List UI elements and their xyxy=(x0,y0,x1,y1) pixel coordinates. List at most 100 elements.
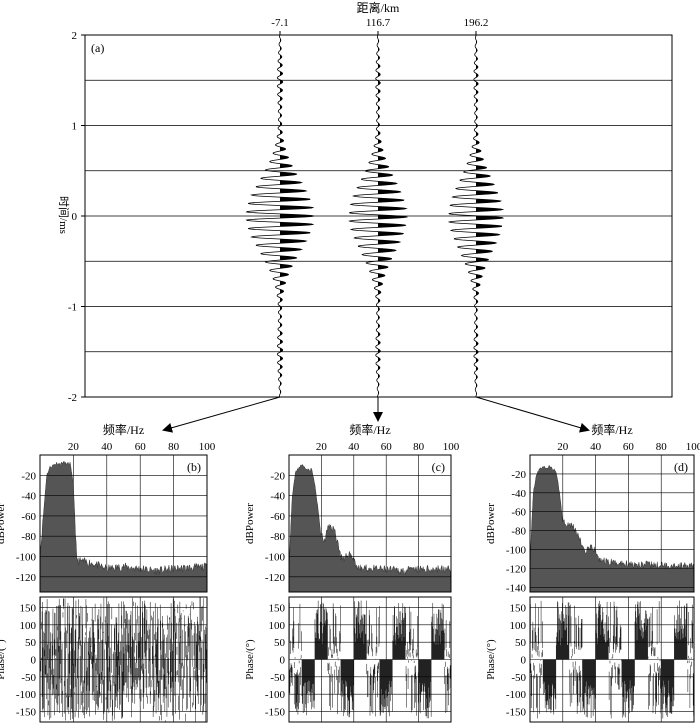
phase-ytick-label: -50 xyxy=(21,672,36,684)
phase-ytick-label: -100 xyxy=(265,689,286,701)
spectrum-panel-label: (b) xyxy=(187,460,201,474)
xtick-label: 80 xyxy=(413,441,425,453)
phase-ytick-label: 150 xyxy=(20,602,37,614)
phase-ylabel: Phase/(°) xyxy=(0,639,7,680)
trace-distance-label: 196.2 xyxy=(464,17,489,29)
power-ylabel: dBPower xyxy=(485,503,497,544)
phase-ytick-label: 50 xyxy=(274,637,286,649)
ytick-label: -1 xyxy=(68,302,77,314)
xtick-label: 60 xyxy=(135,441,147,453)
arrow-3 xyxy=(475,396,590,433)
phase-ytick-label: 50 xyxy=(515,637,527,649)
power-spectrum xyxy=(288,464,452,593)
ytick-label: 2 xyxy=(72,30,78,42)
power-ytick-label: -120 xyxy=(506,563,527,575)
phase-frame xyxy=(39,596,208,723)
power-ytick-label: -80 xyxy=(511,526,526,538)
power-ytick-label: -60 xyxy=(511,507,526,519)
power-ytick-label: -20 xyxy=(21,470,36,482)
xtick-label: 20 xyxy=(68,441,80,453)
trace-fill-1 xyxy=(280,38,314,394)
trace-fill-3 xyxy=(476,35,504,396)
panel-d-spectrum: 频率/Hz 20 40 60 80 100 -20 -40 -60 -80 -100 -120 -140… xyxy=(485,422,700,723)
power-spectrum xyxy=(39,460,208,593)
xtick-label: 80 xyxy=(656,441,668,453)
phase-ytick-label: 100 xyxy=(20,620,37,632)
power-frame xyxy=(529,454,695,593)
power-ytick-label: -40 xyxy=(511,488,526,500)
phase-ytick-label: -150 xyxy=(506,707,527,719)
phase-frame xyxy=(529,596,695,723)
spectrum-xlabel: 频率/Hz xyxy=(349,422,390,437)
trace-to-spectrum-arrows xyxy=(162,396,590,433)
power-ytick-label: -100 xyxy=(16,551,37,563)
xtick-label: 100 xyxy=(443,441,460,453)
power-ytick-label: -120 xyxy=(265,572,286,584)
spectrum-xlabel: 频率/Hz xyxy=(591,422,632,437)
phase-ytick-label: 50 xyxy=(25,637,37,649)
phase-ytick-label: -100 xyxy=(506,689,527,701)
phase-ytick-label: 0 xyxy=(521,655,527,667)
xtick-label: 40 xyxy=(590,441,602,453)
spectrum-panel-label: (d) xyxy=(674,460,688,474)
xtick-label: 20 xyxy=(316,441,328,453)
power-ytick-label: -80 xyxy=(21,531,36,543)
phase-ytick-label: -50 xyxy=(270,672,285,684)
power-ytick-label: -60 xyxy=(270,511,285,523)
xtick-label: 100 xyxy=(199,441,216,453)
phase-ytick-label: 0 xyxy=(31,655,37,667)
trace-fill-2 xyxy=(378,39,407,395)
power-ytick-label: -100 xyxy=(506,544,527,556)
ytick-label: 1 xyxy=(72,121,78,133)
trace-2 xyxy=(348,34,409,398)
power-ytick-label: -40 xyxy=(21,491,36,503)
power-frame xyxy=(288,454,452,593)
xtick-label: 60 xyxy=(381,441,393,453)
phase-ytick-label: 0 xyxy=(280,655,286,667)
phase-ytick-label: 100 xyxy=(510,620,527,632)
xtick-label: 60 xyxy=(623,441,635,453)
xtick-label: 80 xyxy=(168,441,180,453)
xtick-label: 20 xyxy=(557,441,569,453)
ytick-label: -2 xyxy=(68,392,77,404)
panel-b-spectrum: 频率/Hz 20 40 60 80 100 -20 -40 -60 -80 -100 -120 (b) d… xyxy=(0,422,216,723)
phase-ytick-label: -150 xyxy=(265,707,286,719)
power-ylabel: dBPower xyxy=(244,503,256,544)
panel-a-label: (a) xyxy=(91,41,104,55)
phase-ylabel: Phase/(°) xyxy=(244,639,256,680)
trace-distance-label: 116.7 xyxy=(366,17,391,29)
phase-ytick-label: 150 xyxy=(269,602,286,614)
spectrum-panel-label: (c) xyxy=(432,460,445,474)
power-ytick-label: -40 xyxy=(270,491,285,503)
power-spectrum xyxy=(529,465,695,593)
phase-ytick-label: 150 xyxy=(510,602,527,614)
arrow-1 xyxy=(162,396,281,433)
power-frame xyxy=(39,454,208,593)
phase-frame xyxy=(288,596,452,723)
panel-a-ylabel: 时间/ms xyxy=(57,196,70,234)
panel-a-seismic-traces: 距离/km (a) 时间/ms 2 1 0 -1 -2 -7.1 116.7 196.2 xyxy=(57,0,673,404)
power-ylabel: dBPower xyxy=(0,503,7,544)
power-ytick-label: -20 xyxy=(270,470,285,482)
power-ytick-label: -120 xyxy=(16,572,37,584)
spectrum-xlabel: 频率/Hz xyxy=(103,422,144,437)
trace-1 xyxy=(245,34,315,398)
power-ytick-label: -60 xyxy=(21,511,36,523)
phase-ytick-label: 100 xyxy=(269,620,286,632)
power-ytick-label: -100 xyxy=(265,551,286,563)
phase-ytick-label: -100 xyxy=(16,689,37,701)
phase-ylabel: Phase/(°) xyxy=(485,639,497,680)
panel-c-spectrum: 频率/Hz 20 40 60 80 100 -20 -40 -60 -80 -100 -120 (c) d… xyxy=(244,422,460,723)
trace-3 xyxy=(447,34,505,398)
power-ytick-label: -20 xyxy=(511,469,526,481)
trace-distance-label: -7.1 xyxy=(271,17,288,29)
ytick-label: 0 xyxy=(72,211,78,223)
panel-a-xlabel: 距离/km xyxy=(357,0,400,15)
power-ytick-label: -80 xyxy=(270,531,285,543)
xtick-label: 40 xyxy=(101,441,113,453)
phase-ytick-label: -150 xyxy=(16,707,37,719)
xtick-label: 100 xyxy=(686,441,700,453)
power-ytick-label: -140 xyxy=(506,582,527,594)
phase-ytick-label: -50 xyxy=(511,672,526,684)
